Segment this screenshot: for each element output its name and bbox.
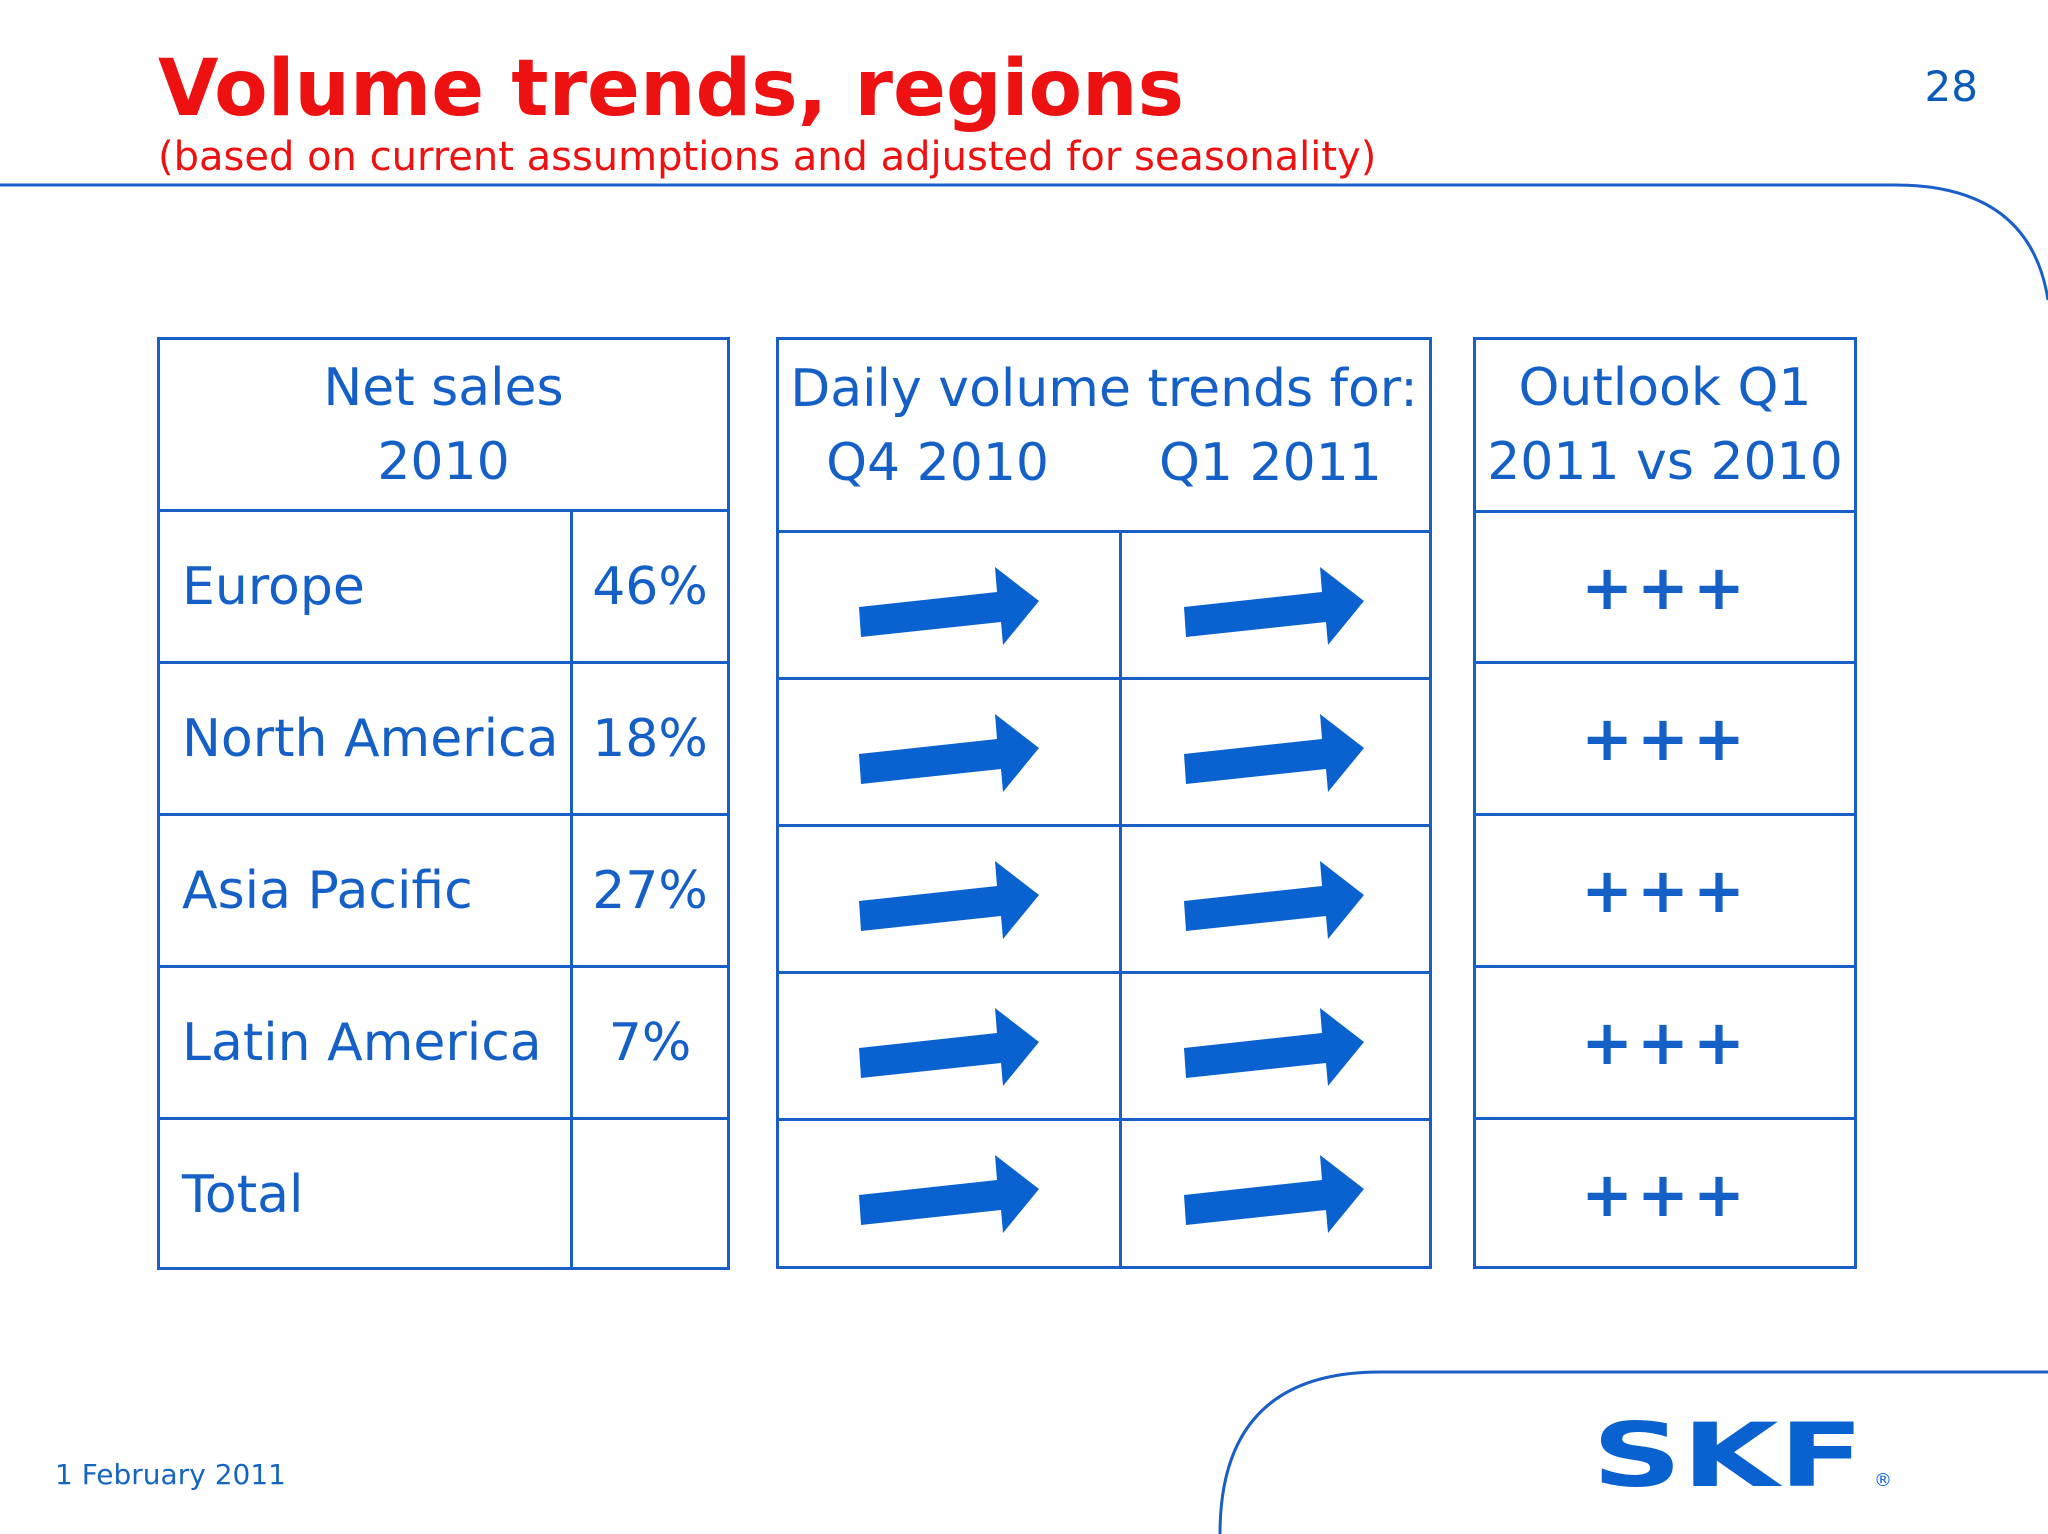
trends-header: Daily volume trends for: Q4 2010 Q1 2011 <box>779 340 1429 530</box>
outlook-table: Outlook Q1 2011 vs 2010 +++ +++ +++ +++ … <box>1473 337 1857 1269</box>
region-label: Asia Pacific <box>182 860 473 921</box>
table-row: Latin America <box>182 968 567 1117</box>
right-arrow-icon <box>1184 714 1364 792</box>
region-label: Latin America <box>182 1012 542 1073</box>
logo-text: SKF <box>1592 1420 1864 1490</box>
column-q4-2010: Q4 2010 <box>826 433 1049 493</box>
net-sales-table: Net sales 2010 Europe 46% North America … <box>157 337 730 1270</box>
outlook-header-line1: Outlook Q1 <box>1518 358 1812 418</box>
volume-trends-table: Daily volume trends for: Q4 2010 Q1 2011 <box>776 337 1432 1269</box>
right-arrow-icon <box>1184 861 1364 939</box>
table-row: Europe <box>182 512 567 661</box>
share-value: 18% <box>592 708 708 769</box>
share-value: 46% <box>592 556 708 617</box>
trends-header-line1: Daily volume trends for: <box>790 359 1418 419</box>
outlook-value: +++ <box>1581 550 1749 624</box>
column-q1-2011: Q1 2011 <box>1159 433 1382 493</box>
share-value <box>573 1120 727 1270</box>
share-value: 7% <box>608 1012 692 1073</box>
region-label: North America <box>182 708 559 769</box>
slide-subtitle: (based on current assumptions and adjust… <box>158 134 1377 180</box>
outlook-value: +++ <box>1581 1158 1749 1231</box>
skf-logo: SKF ® <box>1592 1420 1892 1490</box>
right-arrow-icon <box>1184 1008 1364 1086</box>
slide-date: 1 February 2011 <box>55 1458 286 1491</box>
slide-title: Volume trends, regions <box>158 44 1184 134</box>
registered-mark: ® <box>1874 1470 1892 1490</box>
right-arrow-icon <box>859 567 1039 645</box>
table-row: North America <box>182 664 567 813</box>
outlook-header-line2: 2011 vs 2010 <box>1487 432 1843 492</box>
net-sales-header-line2: 2010 <box>377 431 510 492</box>
outlook-value: +++ <box>1581 702 1749 775</box>
outlook-value: +++ <box>1581 854 1749 927</box>
share-value: 27% <box>592 860 708 921</box>
right-arrow-icon <box>1184 567 1364 645</box>
page-number: 28 <box>1924 62 1978 111</box>
table-row: Total <box>182 1120 567 1270</box>
outlook-value: +++ <box>1581 1006 1749 1079</box>
table-row: Asia Pacific <box>182 816 567 965</box>
right-arrow-icon <box>1184 1155 1364 1233</box>
right-arrow-icon <box>859 714 1039 792</box>
region-label: Europe <box>182 556 365 617</box>
right-arrow-icon <box>859 1155 1039 1233</box>
net-sales-header-line1: Net sales <box>323 357 564 418</box>
right-arrow-icon <box>859 861 1039 939</box>
outlook-header: Outlook Q1 2011 vs 2010 <box>1476 340 1854 510</box>
net-sales-header: Net sales 2010 <box>160 340 727 509</box>
right-arrow-icon <box>859 1008 1039 1086</box>
region-label: Total <box>182 1165 304 1225</box>
